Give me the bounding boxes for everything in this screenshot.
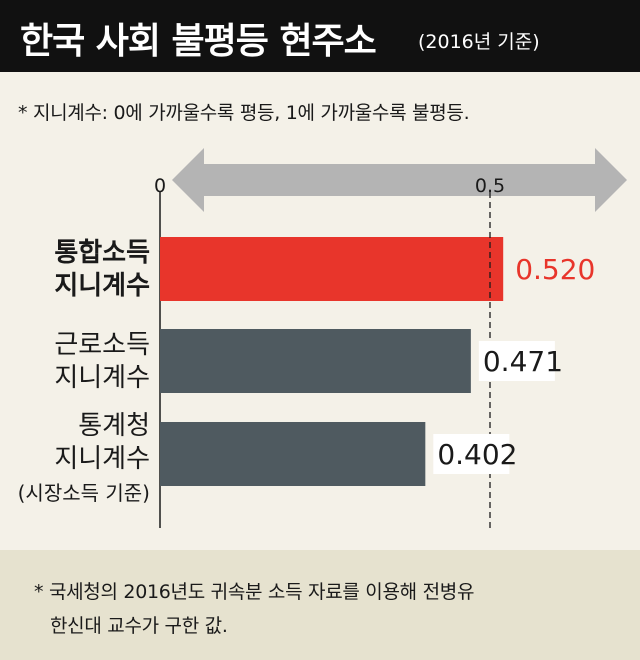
category-label-2-line-1: 지니계수 bbox=[54, 444, 150, 474]
source-footer bbox=[0, 550, 640, 660]
title-bar: 한국 사회 불평등 현주소 (2016년 기준) bbox=[0, 0, 640, 72]
category-label-1-line-1: 지니계수 bbox=[54, 363, 150, 393]
category-label-2-line-0: 통계청 bbox=[78, 411, 150, 441]
category-label-0-line-1: 지니계수 bbox=[54, 271, 150, 301]
category-label-0-line-0: 통합소득 bbox=[54, 238, 150, 268]
value-label-bg-2 bbox=[433, 434, 510, 474]
tick-label-0: 0 bbox=[154, 175, 166, 197]
value-label-0: 0.520 bbox=[515, 253, 595, 286]
value-label-bg-1 bbox=[478, 341, 555, 381]
bar-1 bbox=[160, 329, 471, 393]
scale-arrow bbox=[172, 148, 627, 212]
category-label-1-line-0: 근로소득 bbox=[54, 330, 150, 360]
tick-label-1: 0.5 bbox=[475, 175, 505, 197]
value-label-1: 0.471 bbox=[483, 345, 563, 378]
chart-subtitle: (2016년 기준) bbox=[418, 31, 540, 53]
value-label-2: 0.402 bbox=[437, 438, 517, 471]
chart-title: 한국 사회 불평등 현주소 bbox=[20, 21, 377, 62]
bar-2 bbox=[160, 422, 426, 486]
category-label-2-line-2: (시장소득 기준) bbox=[18, 481, 150, 505]
source-note-line2: 한신대 교수가 구한 값. bbox=[50, 615, 228, 637]
bar-0 bbox=[160, 237, 504, 301]
gini-note: * 지니계수: 0에 가까울수록 평등, 1에 가까울수록 불평등. bbox=[18, 102, 470, 124]
source-note-line1: * 국세청의 2016년도 귀속분 소득 자료를 이용해 전병유 bbox=[34, 581, 475, 603]
bars-group: 0.520 0.471 0.402 bbox=[160, 192, 595, 528]
